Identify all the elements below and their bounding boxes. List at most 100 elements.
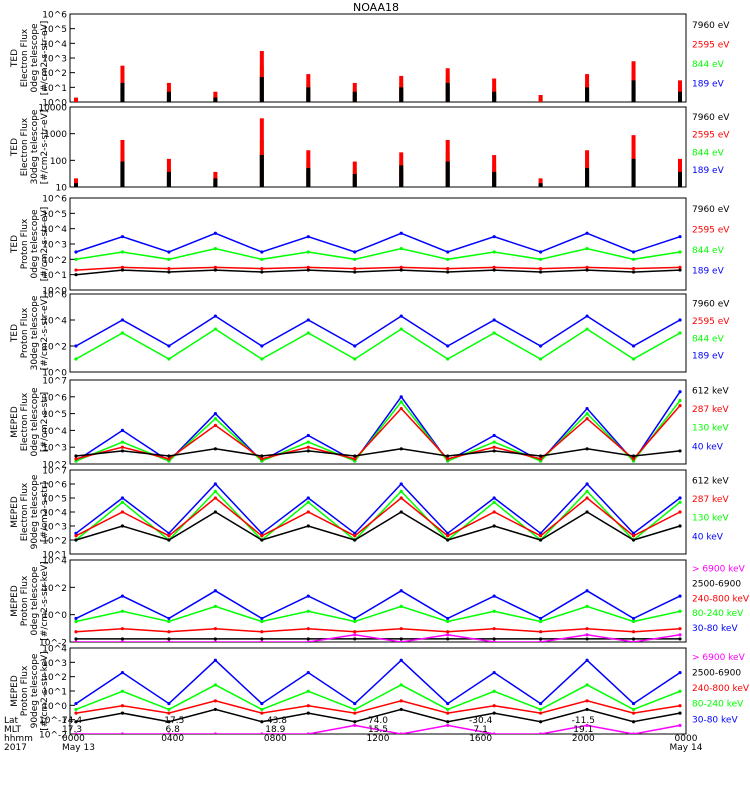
y-axis-label-line: 90deg telescope xyxy=(30,653,40,728)
bar-mark xyxy=(306,168,311,187)
legend-entry: 2595 eV xyxy=(692,40,730,50)
data-point xyxy=(631,711,636,715)
data-point xyxy=(446,250,450,254)
data-point xyxy=(353,457,357,461)
data-point xyxy=(585,268,589,272)
y-axis-label-line: Proton Flux xyxy=(20,575,30,626)
data-point xyxy=(213,589,217,593)
data-point xyxy=(446,457,450,461)
y-axis-label: TED Electron Flux 0deg telescope [#/cm2-s-s… xyxy=(10,21,50,96)
data-point xyxy=(74,457,78,461)
series-line xyxy=(75,391,681,463)
data-point xyxy=(631,454,636,458)
data-point xyxy=(539,630,543,634)
data-point xyxy=(585,723,589,728)
y-tick-label: 10^7 xyxy=(42,467,67,477)
series-line xyxy=(75,700,681,714)
data-point xyxy=(120,500,125,504)
legend-entry: 80-240 keV xyxy=(692,609,744,619)
data-point xyxy=(74,268,78,272)
data-point xyxy=(260,344,264,348)
data-point xyxy=(446,257,450,261)
data-point xyxy=(492,670,496,675)
data-point xyxy=(631,357,636,361)
y-axis-label-line: Proton Flux xyxy=(20,218,30,269)
data-point xyxy=(74,531,78,535)
data-point xyxy=(446,701,450,706)
data-point xyxy=(167,344,171,348)
series-line xyxy=(75,511,681,541)
data-point xyxy=(213,268,217,272)
data-point xyxy=(260,531,264,535)
data-point xyxy=(306,637,310,641)
data-point xyxy=(446,266,450,271)
y-axis-label-line: MEPED xyxy=(10,406,20,438)
data-point xyxy=(631,637,636,641)
y-axis-label-line: 30deg telescope xyxy=(30,109,40,184)
data-point xyxy=(539,344,543,348)
y-tick-label: 10^0 xyxy=(42,99,67,109)
data-point xyxy=(353,619,357,624)
y-tick-label: 100 xyxy=(50,157,67,167)
data-point xyxy=(585,231,589,235)
y-axis-label: MEPED Proton Flux 0deg telescope [#/cm2-s-s… xyxy=(10,561,50,640)
y-tick-label: 10^4 xyxy=(42,645,67,655)
series-group xyxy=(74,51,682,102)
data-point xyxy=(678,689,682,693)
legend-entry: 612 keV xyxy=(692,386,729,396)
data-point xyxy=(399,314,403,318)
y-axis-label-line: 0deg telescope xyxy=(30,566,40,636)
data-point xyxy=(213,314,217,318)
data-point xyxy=(539,531,543,535)
data-point xyxy=(167,266,171,271)
footer-lat: 74.0 xyxy=(368,716,388,726)
data-point xyxy=(585,604,589,608)
data-point xyxy=(120,637,125,641)
footer-row-label: MLT xyxy=(4,725,22,735)
y-axis-label-line: TED xyxy=(10,49,20,68)
y-axis-label-line: 30deg telescope xyxy=(30,295,40,370)
legend-entry: 2500-6900 xyxy=(692,668,741,678)
y-tick-label: 10^6 xyxy=(42,195,67,205)
bar-mark xyxy=(166,91,171,102)
legend-entry: 130 keV xyxy=(692,424,729,434)
data-point xyxy=(446,619,450,624)
bar-mark xyxy=(492,171,497,187)
y-tick-label: 10^0 xyxy=(42,369,67,379)
bar-mark xyxy=(213,97,218,102)
data-point xyxy=(631,701,636,706)
data-point xyxy=(74,250,78,254)
data-point xyxy=(678,500,682,504)
y-axis-label-line: [#/cm2-s-str-eV] xyxy=(40,296,50,371)
data-point xyxy=(120,627,125,631)
bar-mark xyxy=(399,165,404,187)
y-axis-label: TED Proton Flux 30deg telescope [#/cm2-s-st… xyxy=(10,295,50,370)
data-point xyxy=(585,327,589,331)
data-point xyxy=(306,440,310,444)
data-point xyxy=(260,454,264,458)
data-point xyxy=(539,266,543,271)
data-point xyxy=(585,627,589,631)
data-point xyxy=(399,231,403,235)
data-point xyxy=(446,270,450,274)
data-point xyxy=(399,406,403,411)
y-axis-label: MEPED Proton Flux 90deg telescope [#/cm2-s-… xyxy=(10,651,50,730)
data-point xyxy=(678,627,682,631)
y-tick-label: 10^3 xyxy=(42,444,67,454)
data-point xyxy=(120,609,125,613)
footer-mlt: 17.3 xyxy=(62,725,82,735)
data-point xyxy=(446,454,450,458)
data-point xyxy=(213,496,217,500)
series-line xyxy=(76,724,681,734)
y-axis-label-line: Proton Flux xyxy=(20,307,30,358)
legend-entry: > 6900 keV xyxy=(692,653,746,663)
y-tick-label: 10^3 xyxy=(42,659,67,669)
data-point xyxy=(631,270,636,274)
y-tick-label: 10^4 xyxy=(42,509,67,519)
y-axis-label: MEPED Electron Flux 0deg telescope [#/cm2-s… xyxy=(10,387,50,457)
data-point xyxy=(539,357,543,361)
data-point xyxy=(492,265,496,269)
y-tick-label: 10^3 xyxy=(42,55,67,65)
plot-frame xyxy=(69,106,687,188)
data-point xyxy=(492,704,496,708)
